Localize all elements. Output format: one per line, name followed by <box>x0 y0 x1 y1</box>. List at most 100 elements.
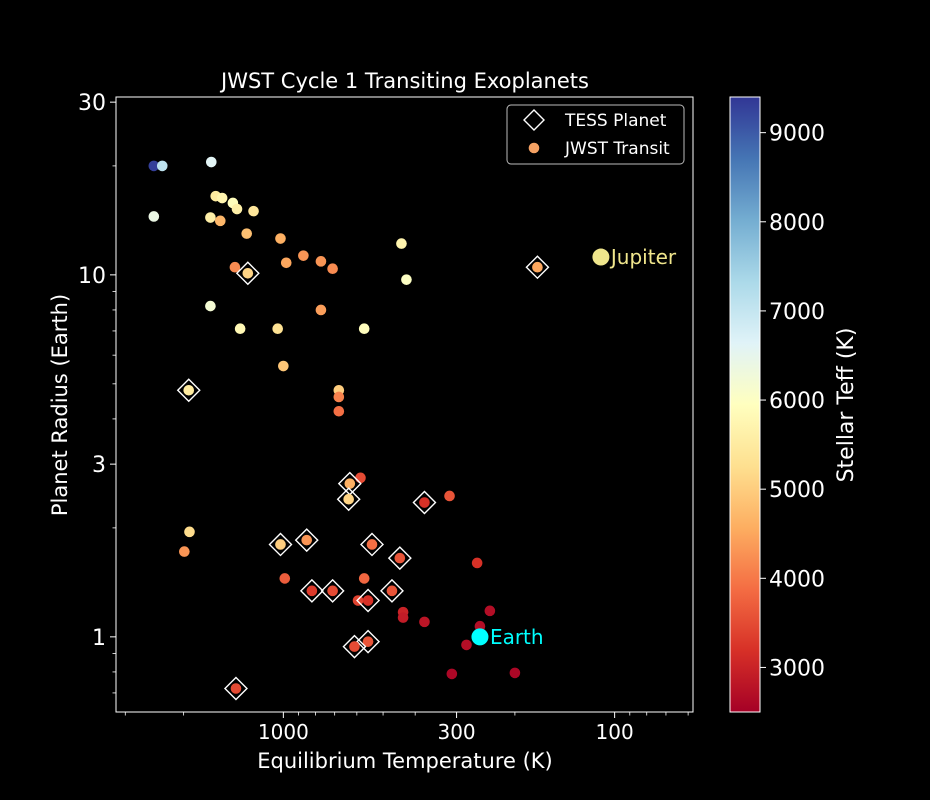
tess-planet-marker <box>387 546 412 571</box>
planet-point <box>275 539 286 550</box>
planet-point <box>362 636 374 647</box>
planet-point <box>358 323 370 335</box>
colorbar-gradient <box>729 96 761 713</box>
planet-point <box>444 490 455 502</box>
tess-planet-marker <box>336 487 361 512</box>
planet-point <box>461 639 472 651</box>
planet-point <box>184 526 195 538</box>
tess-planet-marker <box>320 578 345 603</box>
tess-planet-marker <box>379 578 404 603</box>
y-tick-label: 1 <box>92 626 106 651</box>
x-axis-label: Equilibrium Temperature (K) <box>257 749 553 773</box>
axes: 1000 300 100 1 3 10 30 <box>78 91 694 744</box>
tess-planet-marker <box>360 532 384 557</box>
y-tick-label: 10 <box>78 264 106 289</box>
planet-point <box>419 497 430 508</box>
y-tick-label: 3 <box>92 453 106 478</box>
planet-point <box>358 573 370 584</box>
planet-point <box>156 160 168 172</box>
planet-point <box>362 595 374 606</box>
y-tick-label: 30 <box>78 91 106 116</box>
reference-planets: Jupiter Earth <box>471 245 677 649</box>
planet-point <box>301 534 313 546</box>
planet-point <box>394 552 406 564</box>
planet-point <box>205 300 216 312</box>
planet-point <box>349 641 360 652</box>
planet-point <box>216 192 228 204</box>
planet-point <box>509 667 521 679</box>
planet-point <box>205 156 217 168</box>
legend-label: TESS Planet <box>564 111 667 131</box>
colorbar-tick-label: 3000 <box>769 656 825 681</box>
colorbar-tick-label: 6000 <box>769 389 825 414</box>
legend-label: JWST Transit <box>564 139 670 159</box>
planet-point <box>148 211 160 222</box>
x-tick-label: 1000 <box>258 720 309 744</box>
reference-planet-marker <box>471 628 489 646</box>
tess-planet-marker <box>268 532 293 557</box>
colorbar-tick-label: 8000 <box>769 211 825 236</box>
planet-point <box>401 274 412 285</box>
planet-point <box>275 233 286 244</box>
planet-point <box>327 585 338 597</box>
planet-point <box>484 605 496 617</box>
legend: TESS Planet JWST Transit <box>506 104 685 165</box>
tess-planet-marker <box>342 634 367 659</box>
planet-point <box>315 256 327 267</box>
planet-point <box>272 323 284 335</box>
legend-circle-marker <box>528 142 540 154</box>
planet-point <box>242 268 254 279</box>
planet-point <box>179 546 190 557</box>
planet-point <box>344 478 356 489</box>
data-points <box>148 156 550 701</box>
planet-point <box>214 215 226 227</box>
colorbar-tick-label: 9000 <box>769 122 825 147</box>
tess-planet-marker <box>356 588 381 613</box>
x-tick-label: 100 <box>596 720 634 744</box>
planet-point <box>230 683 242 694</box>
planet-point <box>229 261 241 273</box>
planet-point <box>355 472 366 484</box>
planet-point <box>183 384 195 396</box>
tess-planet-marker <box>525 255 550 280</box>
legend-diamond-marker <box>523 109 545 131</box>
planet-point <box>278 360 289 372</box>
tess-planet-marker <box>294 528 319 553</box>
tess-planet-marker <box>299 578 324 603</box>
planet-point <box>343 493 354 505</box>
planet-point <box>306 585 318 597</box>
colorbar-tick-label: 4000 <box>769 567 825 592</box>
planet-point <box>231 203 243 215</box>
tess-planet-marker <box>412 490 437 515</box>
tess-planet-marker <box>176 378 201 403</box>
planet-point <box>234 323 246 335</box>
planet-point <box>333 391 345 403</box>
planet-point <box>532 261 543 273</box>
planet-point <box>248 205 259 217</box>
planet-point <box>280 257 292 269</box>
tess-planet-marker <box>235 261 260 286</box>
tess-planet-marker <box>356 629 381 654</box>
planet-point <box>327 263 338 274</box>
tess-planet-marker <box>223 676 248 701</box>
planet-point <box>148 160 160 172</box>
x-tick-label: 300 <box>437 720 475 744</box>
planet-point <box>366 539 378 550</box>
colorbar: 3000 4000 5000 6000 7000 8000 9000 <box>729 96 825 713</box>
colorbar-tick-label: 7000 <box>769 300 825 325</box>
colorbar-tick-label: 5000 <box>769 478 825 503</box>
chart-title: JWST Cycle 1 Transiting Exoplanets <box>219 69 589 93</box>
y-axis-label: Planet Radius (Earth) <box>48 294 72 516</box>
legend-box <box>506 104 685 165</box>
reference-planet-marker <box>592 248 610 266</box>
planet-point <box>241 228 253 239</box>
reference-planet-label: Jupiter <box>609 245 677 269</box>
planet-point <box>298 250 309 261</box>
reference-planet-label: Earth <box>490 625 544 649</box>
planet-point <box>386 585 398 597</box>
planet-point <box>279 573 291 584</box>
planet-point <box>396 238 407 249</box>
planet-point <box>397 612 409 623</box>
planet-point <box>333 405 345 417</box>
